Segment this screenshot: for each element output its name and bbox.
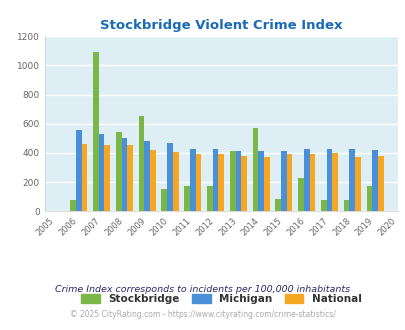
Bar [127, 145, 133, 211]
Bar [161, 189, 167, 211]
Bar [167, 143, 173, 211]
Bar [320, 200, 326, 211]
Bar [258, 151, 263, 211]
Bar [286, 154, 292, 211]
Bar [81, 144, 87, 211]
Text: Crime Index corresponds to incidents per 100,000 inhabitants: Crime Index corresponds to incidents per… [55, 285, 350, 294]
Bar [371, 150, 377, 211]
Bar [263, 156, 269, 211]
Bar [190, 149, 195, 211]
Bar [241, 156, 246, 211]
Bar [275, 199, 280, 211]
Bar [195, 154, 201, 211]
Bar [309, 154, 315, 211]
Title: Stockbridge Violent Crime Index: Stockbridge Violent Crime Index [100, 19, 342, 32]
Bar [354, 156, 360, 211]
Bar [280, 151, 286, 211]
Bar [343, 200, 349, 211]
Bar [93, 52, 98, 211]
Bar [303, 148, 309, 211]
Bar [229, 151, 235, 211]
Bar [115, 132, 121, 211]
Bar [121, 138, 127, 211]
Text: © 2025 CityRating.com - https://www.cityrating.com/crime-statistics/: © 2025 CityRating.com - https://www.city… [70, 310, 335, 319]
Bar [98, 134, 104, 211]
Legend: Stockbridge, Michigan, National: Stockbridge, Michigan, National [77, 290, 365, 309]
Bar [252, 128, 258, 211]
Bar [212, 148, 218, 211]
Bar [218, 154, 224, 211]
Bar [235, 151, 241, 211]
Bar [70, 200, 76, 211]
Bar [207, 186, 212, 211]
Bar [332, 153, 337, 211]
Bar [104, 145, 110, 211]
Bar [173, 152, 178, 211]
Bar [144, 141, 150, 211]
Bar [349, 149, 354, 211]
Bar [377, 156, 383, 211]
Bar [150, 150, 156, 211]
Bar [366, 186, 371, 211]
Bar [326, 149, 332, 211]
Bar [76, 130, 81, 211]
Bar [297, 178, 303, 211]
Bar [184, 186, 190, 211]
Bar [139, 116, 144, 211]
